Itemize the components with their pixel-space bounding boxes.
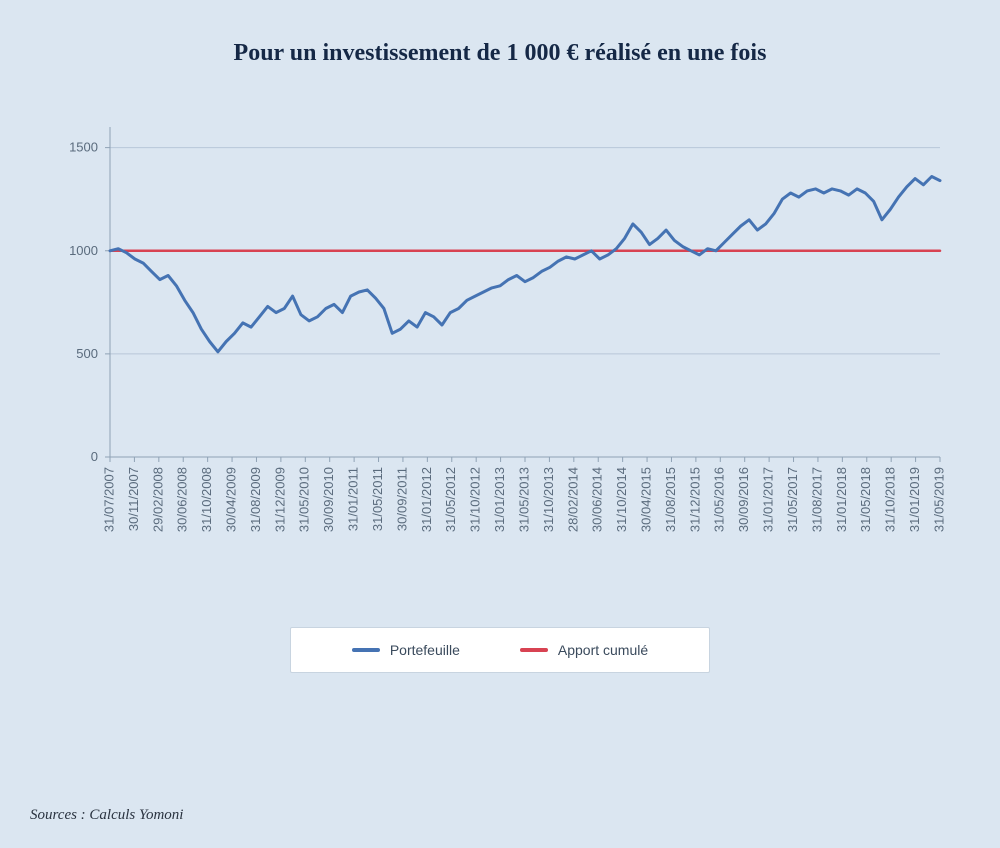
- svg-text:31/10/2013: 31/10/2013: [541, 467, 556, 532]
- svg-text:30/04/2015: 30/04/2015: [638, 467, 653, 532]
- svg-text:31/01/2019: 31/01/2019: [907, 467, 922, 532]
- svg-text:1000: 1000: [69, 243, 98, 258]
- svg-text:31/05/2016: 31/05/2016: [712, 467, 727, 532]
- svg-text:31/01/2013: 31/01/2013: [492, 467, 507, 532]
- svg-text:31/12/2015: 31/12/2015: [687, 467, 702, 532]
- chart-area: 0 500 1000 1500 31/07/2007 30/11/2007 29/02/20…: [40, 117, 960, 577]
- svg-text:1500: 1500: [69, 140, 98, 155]
- svg-text:30/09/2016: 30/09/2016: [736, 467, 751, 532]
- svg-text:31/08/2017: 31/08/2017: [809, 467, 824, 532]
- svg-text:31/05/2013: 31/05/2013: [516, 467, 531, 532]
- svg-text:31/10/2012: 31/10/2012: [468, 467, 483, 532]
- svg-text:31/01/2012: 31/01/2012: [419, 467, 434, 532]
- legend-swatch-apport: [520, 648, 548, 652]
- svg-text:28/02/2014: 28/02/2014: [565, 467, 580, 532]
- legend-label-apport: Apport cumulé: [558, 642, 648, 658]
- svg-text:31/05/2010: 31/05/2010: [297, 467, 312, 532]
- svg-text:31/05/2017: 31/05/2017: [785, 467, 800, 532]
- svg-text:31/01/2017: 31/01/2017: [761, 467, 776, 532]
- svg-text:31/01/2011: 31/01/2011: [346, 467, 361, 531]
- svg-text:31/05/2012: 31/05/2012: [443, 467, 458, 532]
- legend-item-apport: Apport cumulé: [520, 642, 648, 658]
- chart-title: Pour un investissement de 1 000 € réalis…: [30, 40, 970, 67]
- svg-text:31/10/2008: 31/10/2008: [199, 467, 214, 532]
- source-text: Sources : Calculs Yomoni: [30, 807, 183, 824]
- svg-text:0: 0: [91, 449, 98, 464]
- legend-item-portefeuille: Portefeuille: [352, 642, 460, 658]
- svg-text:31/05/2018: 31/05/2018: [858, 467, 873, 532]
- svg-text:30/06/2014: 30/06/2014: [590, 467, 605, 532]
- svg-text:30/11/2007: 30/11/2007: [126, 467, 141, 531]
- svg-text:29/02/2008: 29/02/2008: [150, 467, 165, 532]
- svg-text:30/06/2008: 30/06/2008: [175, 467, 190, 532]
- svg-text:31/12/2009: 31/12/2009: [272, 467, 287, 532]
- svg-text:31/08/2009: 31/08/2009: [248, 467, 263, 532]
- legend-label-portefeuille: Portefeuille: [390, 642, 460, 658]
- svg-text:30/09/2010: 30/09/2010: [321, 467, 336, 532]
- svg-text:31/10/2014: 31/10/2014: [614, 467, 629, 532]
- svg-text:31/10/2018: 31/10/2018: [883, 467, 898, 532]
- svg-text:31/05/2011: 31/05/2011: [370, 467, 385, 531]
- svg-text:31/08/2015: 31/08/2015: [663, 467, 678, 532]
- svg-text:30/04/2009: 30/04/2009: [223, 467, 238, 532]
- line-chart-svg: 0 500 1000 1500 31/07/2007 30/11/2007 29/02/20…: [40, 117, 960, 577]
- svg-text:31/05/2019: 31/05/2019: [931, 467, 946, 532]
- svg-text:31/01/2018: 31/01/2018: [834, 467, 849, 532]
- svg-text:31/07/2007: 31/07/2007: [101, 467, 116, 532]
- svg-text:30/09/2011: 30/09/2011: [394, 467, 409, 531]
- chart-canvas: Pour un investissement de 1 000 € réalis…: [0, 0, 1000, 848]
- legend-swatch-portefeuille: [352, 648, 380, 652]
- legend: Portefeuille Apport cumulé: [290, 627, 710, 673]
- svg-text:500: 500: [76, 346, 98, 361]
